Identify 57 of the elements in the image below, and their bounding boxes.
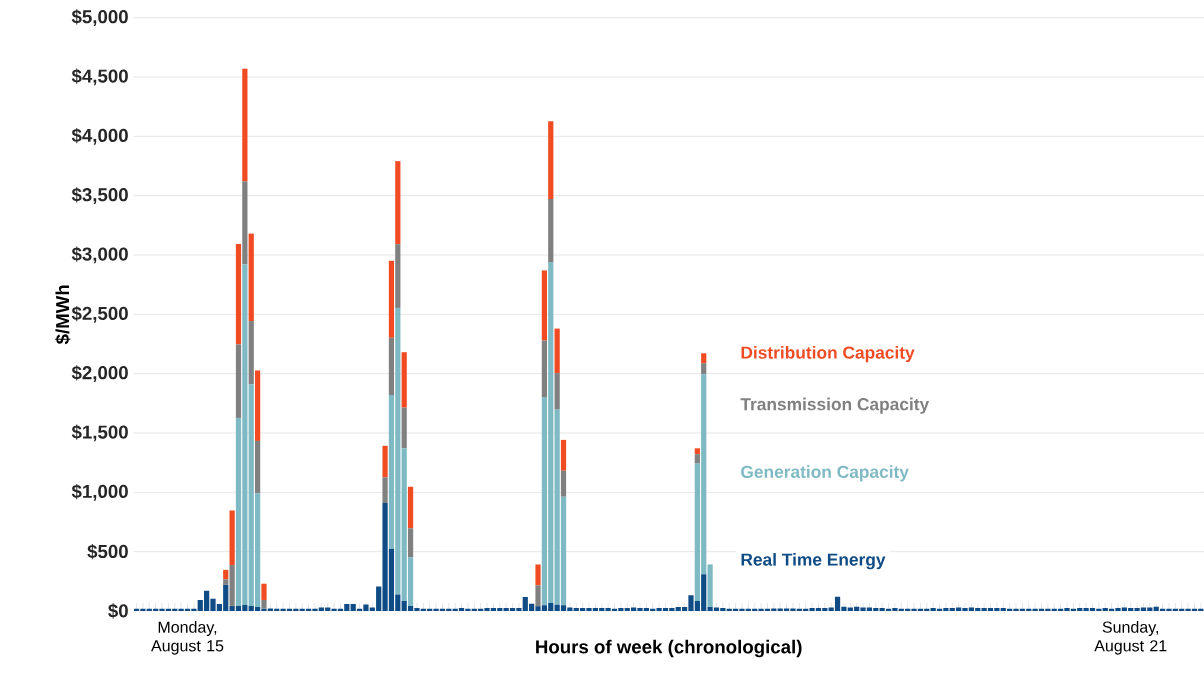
bar (694, 448, 700, 455)
bar (554, 373, 560, 410)
bar (407, 486, 414, 529)
bar (401, 352, 407, 408)
bar (254, 440, 261, 494)
bar (229, 565, 235, 606)
text: Real Time Energy (741, 553, 886, 570)
bar (242, 181, 248, 265)
bar (395, 244, 401, 308)
bar (223, 579, 229, 585)
bar (254, 370, 261, 441)
bar (261, 599, 267, 609)
x-axis-title: Hours of week (chronological) (536, 639, 802, 658)
bar (554, 328, 560, 374)
y-tick-label: $3,500 (71, 187, 128, 205)
bar (235, 344, 242, 418)
y-tick-label: $4,000 (71, 127, 128, 145)
bar (382, 477, 388, 504)
x-tick-label: Monday, August 15 (151, 621, 224, 655)
bar (401, 407, 407, 449)
y-tick-label: $500 (87, 544, 128, 560)
bar (242, 68, 248, 182)
bar (701, 363, 707, 375)
bar (407, 528, 414, 558)
bar (560, 439, 567, 471)
bar (382, 445, 388, 478)
text: Distribution Capacity (741, 346, 915, 363)
y-tick-label: $1,000 (71, 483, 128, 501)
bar (548, 198, 554, 263)
bar (248, 321, 254, 385)
bar (701, 353, 707, 364)
bar (261, 583, 267, 600)
y-tick-label: $2,000 (71, 365, 128, 383)
y-tick-label: $3,000 (71, 246, 128, 264)
x-tick-label: Sunday, August 21 (1094, 621, 1167, 655)
bar (535, 585, 541, 607)
text: Generation Capacity (741, 465, 909, 482)
y-tick-label: $1,500 (71, 424, 128, 442)
bar (388, 260, 395, 338)
bar (541, 270, 548, 341)
text: Transmission Capacity (740, 397, 930, 414)
bar (541, 340, 548, 398)
bar (248, 233, 254, 322)
bar (235, 243, 242, 345)
bar (388, 337, 395, 396)
bar (229, 510, 235, 566)
bar (395, 161, 401, 245)
bar (560, 470, 567, 497)
y-tick-label: $4,500 (71, 68, 128, 86)
bar (223, 569, 229, 580)
bar (548, 121, 554, 199)
y-tick-label: $0 (108, 603, 128, 619)
y-tick-label: $5,000 (71, 9, 128, 27)
bar (694, 454, 700, 464)
bar (535, 564, 541, 586)
y-tick-label: $2,500 (71, 305, 128, 323)
y-axis-title: $/MWh (55, 285, 71, 345)
